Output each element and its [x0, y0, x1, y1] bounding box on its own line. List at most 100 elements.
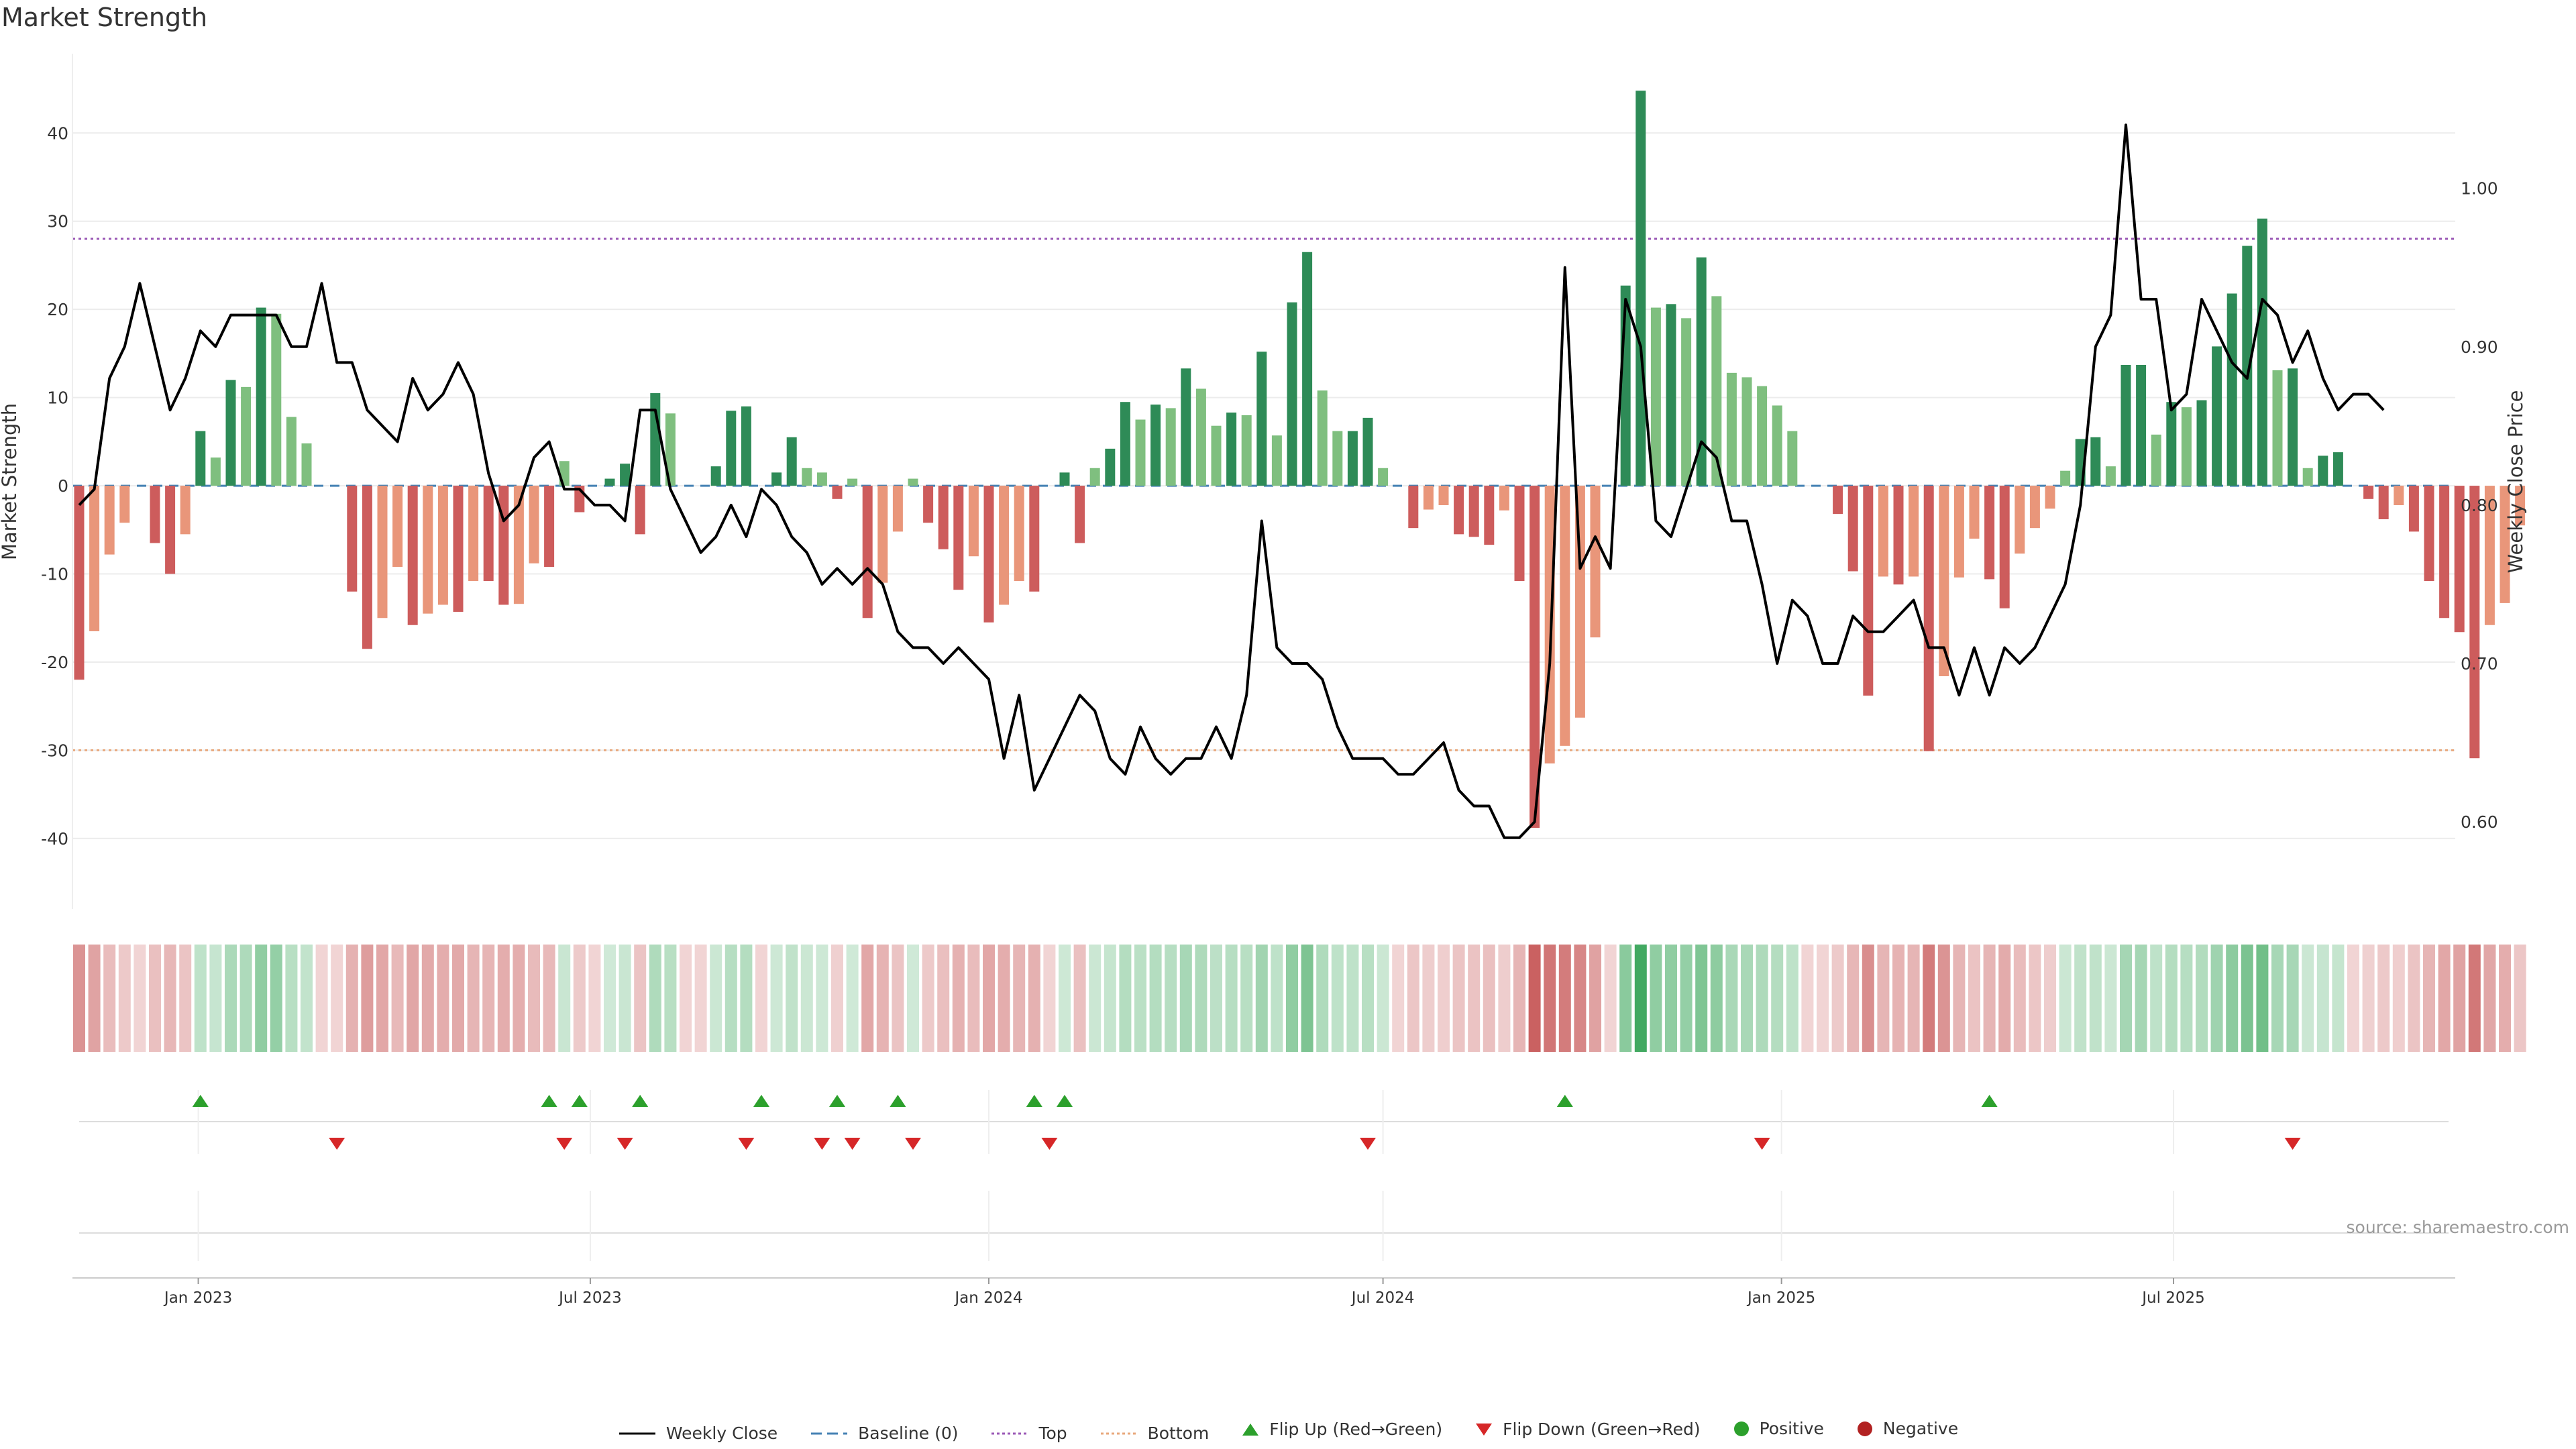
heat-cell	[2104, 945, 2117, 1052]
heat-cell	[892, 945, 904, 1052]
strength-bar	[1089, 468, 1100, 486]
heat-cell	[1604, 945, 1617, 1052]
dotted-line-swatch-icon	[1100, 1432, 1137, 1434]
heat-cell	[740, 945, 753, 1052]
flip-down-marker	[1360, 1138, 1376, 1150]
strength-bar	[1271, 435, 1282, 486]
heat-cell	[680, 945, 692, 1052]
strength-bar	[1256, 352, 1267, 486]
heat-cell	[1210, 945, 1222, 1052]
heat-cell	[179, 945, 192, 1052]
strength-bar	[1772, 405, 1782, 486]
heat-cell	[1862, 945, 1874, 1052]
strength-bar	[423, 486, 433, 614]
legend-item-negative[interactable]: Negative	[1856, 1419, 1958, 1438]
heat-cell	[755, 945, 767, 1052]
flip-down-marker	[738, 1138, 755, 1150]
heat-cell	[816, 945, 828, 1052]
strength-bar	[392, 486, 403, 567]
heat-cell	[1907, 945, 1920, 1052]
strength-bar	[1287, 302, 1297, 486]
strength-bar	[1696, 257, 1707, 486]
heat-cell	[876, 945, 889, 1052]
right-tick-label: 0.60	[2461, 812, 2498, 832]
heat-cell	[1392, 945, 1405, 1052]
heat-cell	[1619, 945, 1632, 1052]
line-swatch-icon	[619, 1432, 655, 1434]
heat-cell	[1301, 945, 1313, 1052]
heat-cell	[2150, 945, 2163, 1052]
left-tick-label: 0	[58, 476, 68, 496]
strength-bar	[1863, 486, 1874, 696]
heat-cell	[118, 945, 131, 1052]
heat-cell	[573, 945, 586, 1052]
heat-cell	[2408, 945, 2420, 1052]
heat-cell	[391, 945, 404, 1052]
x-tick-label: Jul 2025	[2141, 1289, 2205, 1307]
heat-cell	[2180, 945, 2193, 1052]
heat-cell	[482, 945, 495, 1052]
heat-cell	[2120, 945, 2132, 1052]
heat-cell	[861, 945, 874, 1052]
legend-item-bottom[interactable]: Bottom	[1099, 1424, 1209, 1443]
flip-down-marker	[329, 1138, 345, 1150]
strength-bar	[1241, 415, 1252, 486]
left-tick-label: 20	[47, 300, 68, 319]
strength-bar	[1408, 486, 1419, 529]
strength-bar	[1362, 417, 1373, 486]
strength-bar	[892, 486, 903, 532]
legend-item-flip-up[interactable]: Flip Up (Red→Green)	[1241, 1419, 1442, 1439]
strength-bar	[1923, 486, 1934, 751]
heat-cell	[1998, 945, 2011, 1052]
heat-cell	[1831, 945, 1844, 1052]
heat-cell	[1801, 945, 1814, 1052]
strength-bar	[726, 411, 737, 486]
strength-bar	[1484, 486, 1495, 545]
strength-bar	[2015, 486, 2025, 554]
strength-bar	[1878, 486, 1888, 577]
heat-cell	[831, 945, 843, 1052]
strength-bar	[2181, 407, 2192, 486]
heat-cell	[1104, 945, 1116, 1052]
strength-bar	[2242, 246, 2253, 486]
heat-cell	[998, 945, 1010, 1052]
heat-cell	[1544, 945, 1556, 1052]
left-tick-label: -30	[41, 741, 68, 760]
legend-item-top[interactable]: Top	[990, 1424, 1067, 1443]
heat-cell	[285, 945, 298, 1052]
heat-cell	[1089, 945, 1102, 1052]
legend-item-positive[interactable]: Positive	[1733, 1419, 1824, 1438]
heat-cell	[452, 945, 464, 1052]
legend-item-flip-down[interactable]: Flip Down (Green→Red)	[1474, 1419, 1701, 1439]
heat-cell	[2302, 945, 2314, 1052]
legend-item-weekly-close[interactable]: Weekly Close	[618, 1424, 777, 1443]
heat-cell	[710, 945, 722, 1052]
strength-bar	[1939, 486, 1949, 676]
weekly-close-series	[78, 123, 2385, 839]
heat-cell	[664, 945, 677, 1052]
axes: -40 -30 -20 -10 0 10 20 30 40 0.60 0.70 0.80 0.90 1.0…	[0, 54, 2527, 1307]
heat-cell	[2226, 945, 2239, 1052]
heat-cell	[2362, 945, 2375, 1052]
strength-bar	[241, 386, 252, 486]
heat-cell	[2089, 945, 2102, 1052]
strength-bar	[2454, 486, 2465, 633]
legend-item-baseline[interactable]: Baseline (0)	[810, 1424, 959, 1443]
heat-cell	[1937, 945, 1950, 1052]
right-tick-label: 1.00	[2461, 179, 2498, 199]
heat-cell	[345, 945, 358, 1052]
x-tick-label: Jan 2023	[163, 1289, 232, 1307]
heat-cell	[2499, 945, 2511, 1052]
heat-cell	[1134, 945, 1146, 1052]
right-tick-label: 0.70	[2461, 654, 2498, 674]
x-tick-label: Jan 2024	[953, 1289, 1022, 1307]
heat-cell	[1528, 945, 1541, 1052]
heat-cell	[2423, 945, 2435, 1052]
strength-bar	[953, 486, 964, 590]
heat-cell	[1240, 945, 1253, 1052]
strength-bar	[1075, 486, 1085, 543]
strength-bar	[1438, 486, 1449, 505]
strength-bar	[89, 486, 100, 631]
strength-bar	[180, 486, 191, 535]
strength-bar	[650, 393, 661, 486]
